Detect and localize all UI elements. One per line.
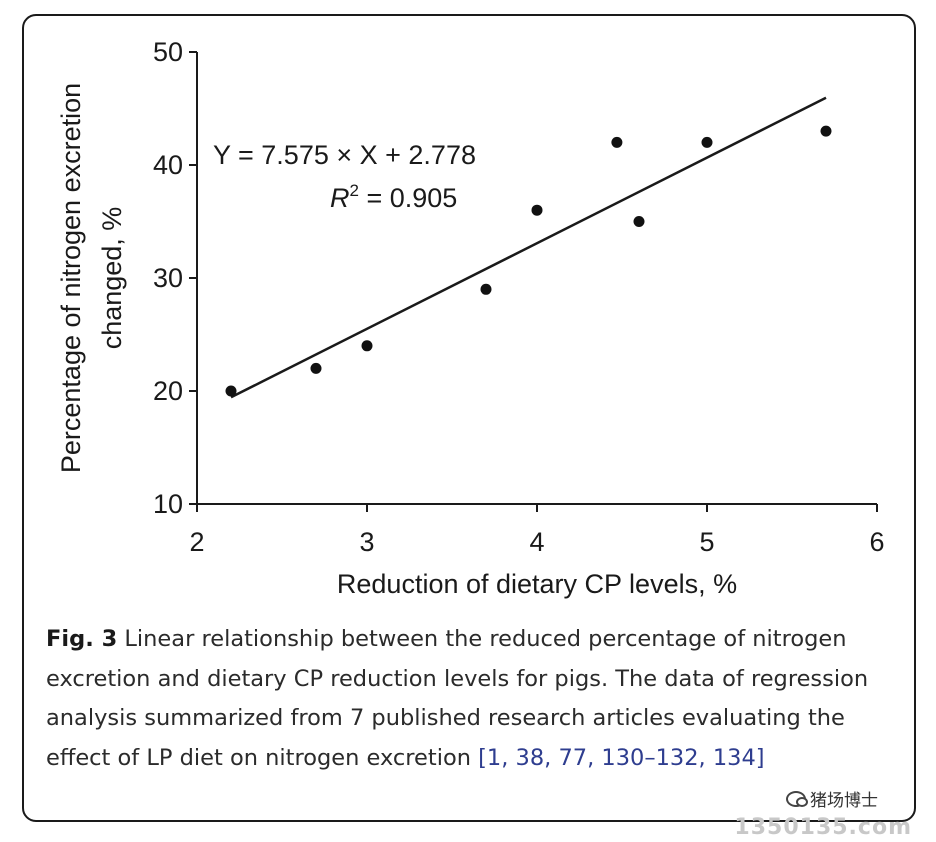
data-point xyxy=(701,136,713,148)
data-point xyxy=(225,385,237,397)
y-tick-label: 10 xyxy=(153,489,183,519)
x-axis-label: Reduction of dietary CP levels, % xyxy=(337,569,737,599)
data-point xyxy=(531,204,543,216)
x-tick-label: 4 xyxy=(529,527,544,557)
y-tick-label: 40 xyxy=(153,150,183,180)
regression-line-group xyxy=(230,96,827,399)
y-axis-label-line2: changed, % xyxy=(97,207,127,350)
caption-references[interactable]: [1, 38, 77, 130–132, 134] xyxy=(478,744,765,771)
data-point xyxy=(633,216,645,227)
data-point xyxy=(361,340,373,352)
figure-label: Fig. 3 xyxy=(46,626,118,652)
caption-text: Linear relationship between the reduced … xyxy=(46,626,869,771)
r-squared-exponent: 2 xyxy=(350,181,359,200)
data-point xyxy=(480,283,492,295)
y-axis-label-group: Percentage of nitrogen excretion changed… xyxy=(56,83,127,473)
wechat-account-name: 猪场博士 xyxy=(810,791,878,811)
y-tick-label: 50 xyxy=(153,37,183,67)
y-tick-label: 20 xyxy=(153,376,183,406)
data-point xyxy=(611,136,623,148)
data-point xyxy=(820,125,832,137)
y-tick-label: 30 xyxy=(153,263,183,293)
x-tick-label: 3 xyxy=(359,527,374,557)
x-tick-label: 6 xyxy=(869,527,884,557)
chart-axes xyxy=(196,52,877,505)
chart-ticks: 2 3 4 5 6 10 20 30 40 50 xyxy=(153,37,885,557)
x-tick-label: 2 xyxy=(189,527,204,557)
regression-equation: Y = 7.575 × X + 2.778 xyxy=(213,140,476,170)
wechat-icon xyxy=(786,790,808,807)
data-points xyxy=(225,125,832,397)
figure-frame xyxy=(22,14,916,822)
figure-caption: Fig. 3 Linear relationship between the r… xyxy=(46,620,896,778)
data-point xyxy=(310,362,322,374)
site-watermark: 1350135.com xyxy=(734,815,912,840)
regression-line xyxy=(230,96,827,399)
wechat-badge: 猪场博士 xyxy=(786,786,878,811)
r-squared-value: = 0.905 xyxy=(359,183,457,213)
y-axis-label-line1: Percentage of nitrogen excretion xyxy=(56,83,86,473)
r-squared-label: R2 = 0.905 xyxy=(330,181,457,213)
r-squared-symbol: R xyxy=(330,183,350,213)
x-tick-label: 5 xyxy=(699,527,714,557)
